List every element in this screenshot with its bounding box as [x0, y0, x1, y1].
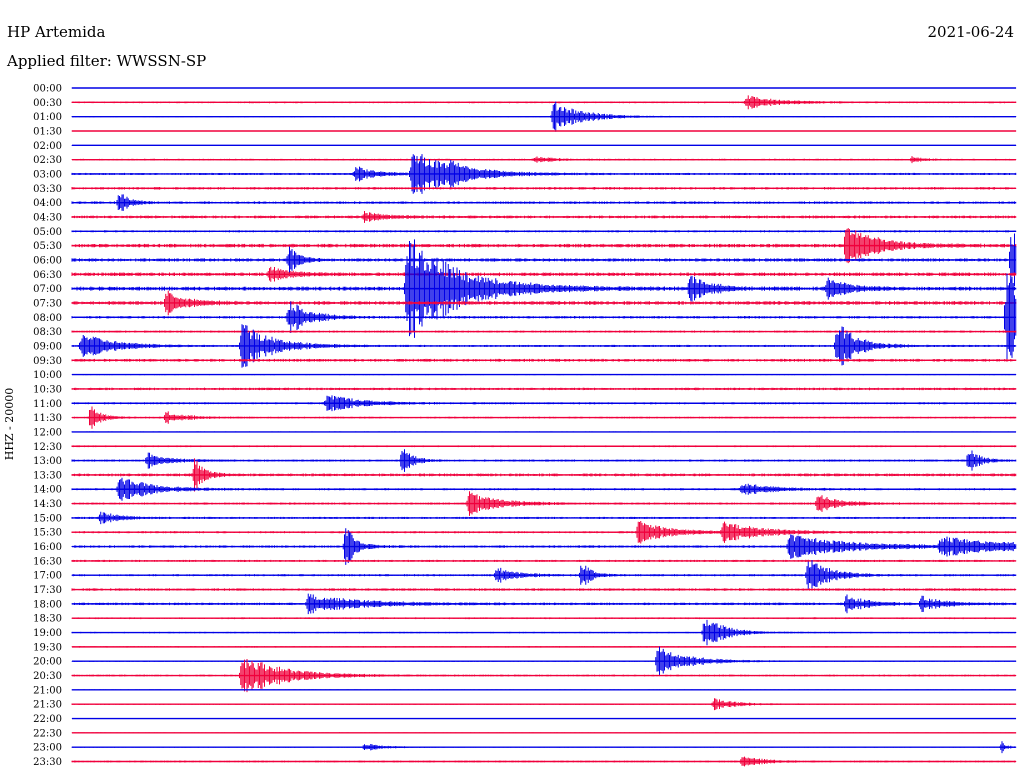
- row-time-label: 07:30: [33, 298, 62, 309]
- row-time-label: 06:00: [33, 255, 62, 266]
- row-time-label: 12:00: [33, 427, 62, 438]
- row-time-label: 01:00: [33, 112, 62, 123]
- row-time-label: 19:30: [33, 642, 62, 653]
- row-time-label: 07:00: [33, 284, 62, 295]
- row-time-label: 15:00: [33, 513, 62, 524]
- row-time-label: 14:00: [33, 485, 62, 496]
- row-time-label: 03:00: [33, 169, 62, 180]
- row-time-label: 17:00: [33, 571, 62, 582]
- y-axis-label: HHZ - 20000: [3, 388, 16, 461]
- row-time-label: 11:00: [33, 399, 62, 410]
- row-time-label: 18:30: [33, 614, 62, 625]
- date-label: 2021-06-24: [928, 23, 1014, 41]
- row-time-label: 18:00: [33, 599, 62, 610]
- station-title: HP Artemida: [7, 23, 105, 41]
- row-time-label: 02:00: [33, 141, 62, 152]
- row-time-label: 17:30: [33, 585, 62, 596]
- row-time-label: 09:30: [33, 356, 62, 367]
- row-time-label: 09:00: [33, 341, 62, 352]
- row-label-group: 00:00 00:30 01:00 01:30 02:00 02:30 03:00 03:30…: [33, 84, 62, 769]
- row-time-label: 22:00: [33, 714, 62, 725]
- row-time-label: 01:30: [33, 126, 62, 137]
- row-time-label: 20:30: [33, 671, 62, 682]
- row-time-label: 08:30: [33, 327, 62, 338]
- trace-group: [71, 87, 1017, 767]
- row-time-label: 20:00: [33, 657, 62, 668]
- row-time-label: 13:00: [33, 456, 62, 467]
- row-time-label: 00:00: [33, 84, 62, 95]
- filter-label: Applied filter: WWSSN-SP: [6, 52, 206, 70]
- row-time-label: 04:00: [33, 198, 62, 209]
- row-time-label: 04:30: [33, 212, 62, 223]
- row-time-label: 02:30: [33, 155, 62, 166]
- row-time-label: 23:30: [33, 757, 62, 768]
- row-time-label: 12:30: [33, 442, 62, 453]
- row-time-label: 03:30: [33, 184, 62, 195]
- row-time-label: 14:30: [33, 499, 62, 510]
- row-time-label: 10:30: [33, 384, 62, 395]
- row-time-label: 05:00: [33, 227, 62, 238]
- row-time-label: 23:00: [33, 743, 62, 754]
- row-time-label: 16:30: [33, 556, 62, 567]
- row-time-label: 10:00: [33, 370, 62, 381]
- row-time-label: 22:30: [33, 728, 62, 739]
- row-time-label: 15:30: [33, 528, 62, 539]
- row-time-label: 00:30: [33, 98, 62, 109]
- row-time-label: 21:00: [33, 685, 62, 696]
- row-time-label: 06:30: [33, 270, 62, 281]
- row-time-label: 16:00: [33, 542, 62, 553]
- row-time-label: 08:00: [33, 313, 62, 324]
- row-time-label: 19:00: [33, 628, 62, 639]
- row-time-label: 11:30: [33, 413, 62, 424]
- row-time-label: 05:30: [33, 241, 62, 252]
- row-time-label: 21:30: [33, 700, 62, 711]
- row-time-label: 13:30: [33, 470, 62, 481]
